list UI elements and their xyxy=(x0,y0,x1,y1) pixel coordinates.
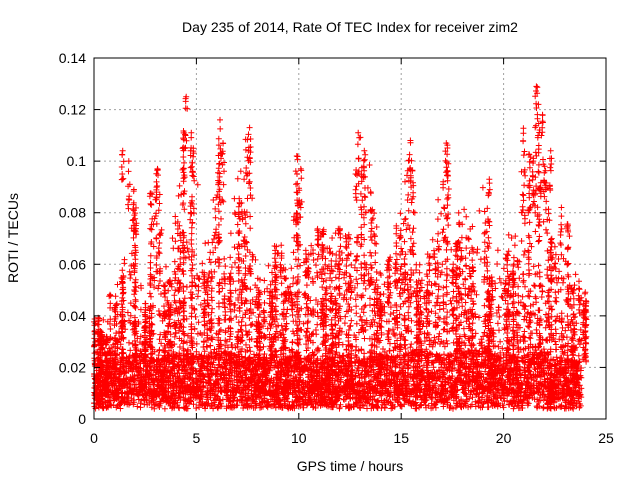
plot-frame xyxy=(93,57,607,420)
y-tick-label: 0 xyxy=(78,411,86,427)
axis-ticks: 0 5 10 15 20 25 0 0.02 0.04 0.06 0.08 0.1 0.12 0.14 xyxy=(59,50,614,446)
y-tick-label: 0.12 xyxy=(59,102,86,118)
x-tick-label: 20 xyxy=(496,430,512,446)
x-axis-label: GPS time / hours xyxy=(297,458,404,474)
y-tick-label: 0.04 xyxy=(59,308,86,324)
x-tick-label: 25 xyxy=(598,430,614,446)
chart-title: Day 235 of 2014, Rate Of TEC Index for r… xyxy=(182,19,518,35)
y-axis-label: ROTI / TECUs xyxy=(5,193,21,283)
data-points xyxy=(91,83,590,412)
x-tick-label: 15 xyxy=(393,430,409,446)
x-tick-label: 5 xyxy=(193,430,201,446)
y-tick-label: 0.02 xyxy=(59,359,86,375)
y-tick-label: 0.1 xyxy=(67,153,87,169)
roti-scatter-series xyxy=(91,83,590,412)
y-tick-label: 0.14 xyxy=(59,50,86,66)
x-tick-label: 10 xyxy=(291,430,307,446)
y-tick-label: 0.08 xyxy=(59,205,86,221)
y-tick-label: 0.06 xyxy=(59,256,86,272)
x-tick-label: 0 xyxy=(90,430,98,446)
